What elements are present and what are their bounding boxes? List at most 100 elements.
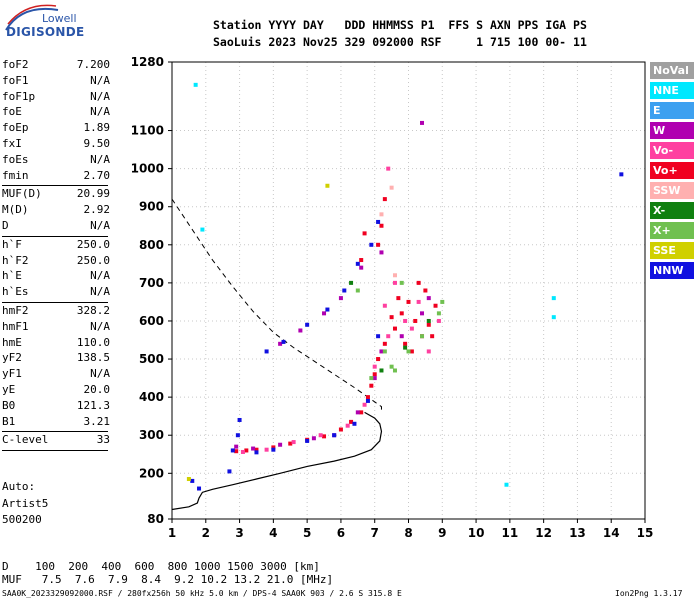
echo-point [332,433,337,438]
x-tick-label: 10 [468,526,485,540]
echo-point [281,339,286,344]
legend-item-x-: X- [650,202,694,219]
param-row-h-e: h`E N/A [2,269,110,285]
param-row-hmf2: hmF2 328.2 [2,304,110,320]
echo-point [420,311,425,316]
param-label: hmF1 [2,319,29,333]
echo-point [382,197,387,202]
param-label: M(D) [2,203,29,217]
logo-arc-icon [5,4,59,31]
echo-point [362,231,367,236]
distance-row: D 100 200 400 600 800 1000 1500 3000 [km… [2,560,320,573]
echo-point [369,242,374,247]
logo-digisonde: DIGISONDE [6,25,85,39]
echo-point [352,421,357,426]
param-label: B0 [2,398,16,412]
echo-point [420,334,425,339]
param-row-m-d-: M(D) 2.92 [2,203,110,219]
echo-point [234,444,239,449]
y-tick-label: 400 [139,390,164,404]
param-separator [2,235,108,237]
param-row-fof1p: foF1p N/A [2,90,110,106]
legend-item-e: E [650,102,694,119]
legend-item-vo-: Vo- [650,142,694,159]
echo-point [355,410,360,415]
echo-point [278,341,283,346]
param-label: h`F2 [2,253,29,267]
echo-point [190,478,195,483]
echo-point [440,299,445,304]
x-tick-label: 14 [603,526,620,540]
echo-point [365,398,370,403]
legend-item-x-: X+ [650,222,694,239]
param-label: yF1 [2,367,22,381]
echo-point [325,307,330,312]
echo-point [619,172,624,177]
echo-point [372,364,377,369]
x-tick-label: 12 [535,526,552,540]
electron-density-profile [171,411,383,511]
param-row-foep: foEp 1.89 [2,121,110,137]
echo-point [227,469,232,474]
param-label: fmin [2,168,29,182]
echo-point [305,438,310,443]
echo-point [436,318,441,323]
echo-point [436,311,441,316]
param-value: 9.50 [83,137,111,150]
param-label: D [2,219,9,232]
echo-point [413,318,418,323]
param-value: N/A [90,269,110,283]
echo-point [430,334,435,339]
legend-item-w: W [650,122,694,139]
param-label: B1 [2,414,16,428]
x-tick-label: 7 [371,526,379,540]
legend-item-nnw: NNW [650,262,694,279]
param-separator [2,302,108,303]
x-tick-label: 3 [235,526,243,540]
auto-label: Auto: [2,480,36,493]
x-tick-label: 15 [637,526,654,540]
param-row-yf2: yF2 138.5 [2,351,110,367]
legend-item-nne: NNE [650,82,694,99]
echo-point [382,303,387,308]
echo-point [186,477,191,482]
echo-point [406,299,411,304]
param-row-fxi: fxI 9.50 [2,137,110,153]
echo-point [403,345,408,350]
param-value: N/A [90,219,110,232]
param-label: yF2 [2,351,22,365]
echo-point [369,376,374,381]
param-value: N/A [90,285,110,299]
param-value: 328.2 [76,304,110,317]
echo-point [362,402,367,407]
echo-point [392,280,397,285]
param-row-ye: yE 20.0 [2,383,110,399]
param-label: MUF(D) [2,187,42,201]
echo-point [406,349,411,354]
echo-point [359,265,364,270]
echo-point [392,273,397,278]
echo-point [338,296,343,301]
echo-point [379,368,384,373]
echo-point [426,322,431,327]
param-value: 2.92 [83,203,111,217]
echo-point [365,395,370,400]
y-tick-label: 1280 [131,55,164,69]
param-value: N/A [90,89,110,103]
echo-point [235,433,240,438]
param-row-fmin: fmin 2.70 [2,169,110,185]
y-tick-label: 700 [139,276,164,290]
echo-point [355,261,360,266]
x-tick-label: 4 [269,526,277,540]
param-label: hmE [2,335,22,349]
param-label: foF1 [2,73,29,87]
echo-point [234,449,239,454]
echo-point [197,486,202,491]
param-label: h`F [2,237,22,251]
y-tick-label: 1100 [131,124,164,138]
y-tick-label: 80 [147,512,164,526]
header-line-1: Station YYYY DAY DDD HHMMSS P1 FFS S AXN… [213,18,587,32]
param-value: N/A [90,367,110,381]
echo-point [379,223,384,228]
